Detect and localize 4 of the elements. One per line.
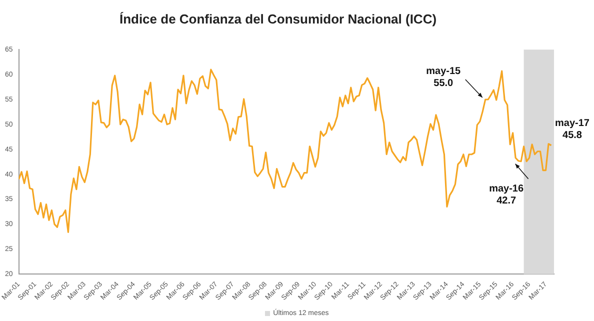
chart-title: Índice de Confianza del Consumidor Nacional (ICC) <box>119 11 437 26</box>
annotation: may-15 55.0 <box>426 66 462 90</box>
annotation: may-17 45.8 <box>555 118 590 142</box>
annotation: may-16 42.7 <box>489 184 524 207</box>
